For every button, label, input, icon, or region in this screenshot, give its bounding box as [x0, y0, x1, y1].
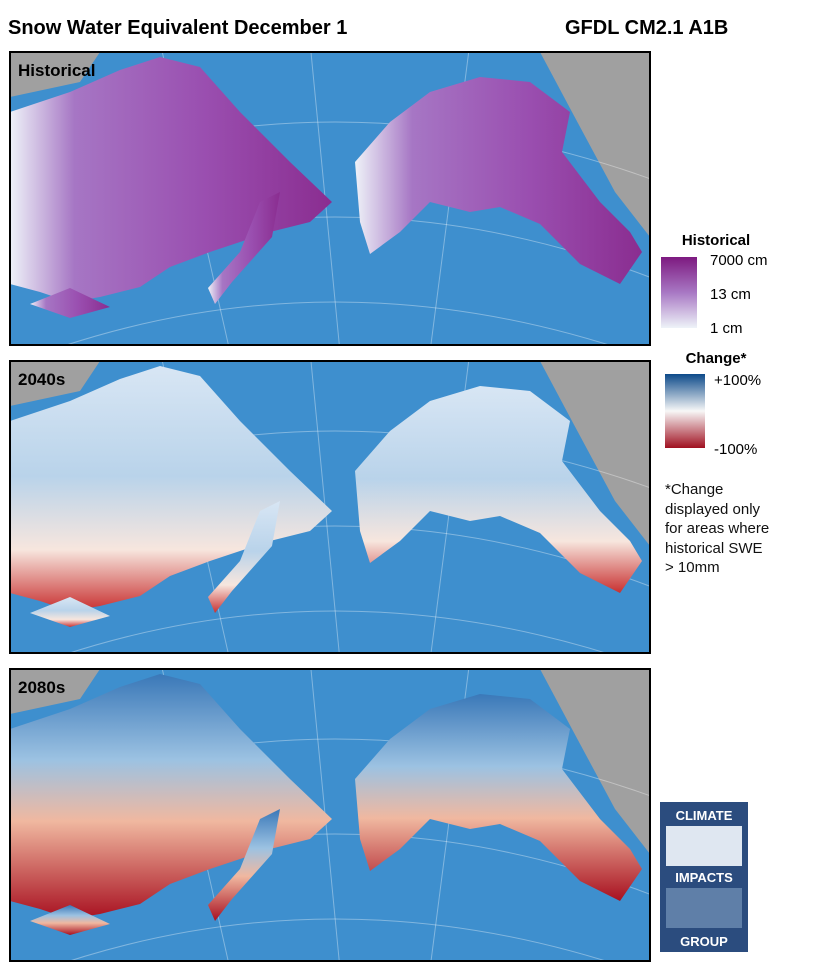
- legend-title: Historical: [682, 232, 750, 249]
- legend-label: 1 cm: [710, 320, 743, 337]
- map-panel: 2040s: [0, 350, 711, 692]
- legend-title: Change*: [686, 350, 747, 367]
- panel-label: Historical: [18, 61, 95, 80]
- legend-label: -100%: [714, 441, 757, 458]
- legend-label: 7000 cm: [710, 252, 768, 269]
- map-panel: 2080s: [0, 658, 711, 970]
- title: Snow Water Equivalent December 1: [8, 17, 347, 39]
- logo-text: GROUP: [680, 934, 728, 949]
- legend-colorbar: [661, 257, 697, 328]
- logo-text: IMPACTS: [675, 870, 733, 885]
- legend-colorbar: [665, 374, 705, 448]
- panel-label: 2040s: [18, 370, 65, 389]
- logo: CLIMATE IMPACTS GROUP: [660, 802, 748, 952]
- legend-label: 13 cm: [710, 286, 751, 303]
- legend-label: +100%: [714, 372, 761, 389]
- map-panel: Historical: [0, 41, 711, 383]
- note: *Change displayed only for areas where h…: [665, 481, 770, 576]
- logo-text: CLIMATE: [676, 808, 733, 823]
- model: GFDL CM2.1 A1B: [565, 17, 728, 39]
- panel-label: 2080s: [18, 678, 65, 697]
